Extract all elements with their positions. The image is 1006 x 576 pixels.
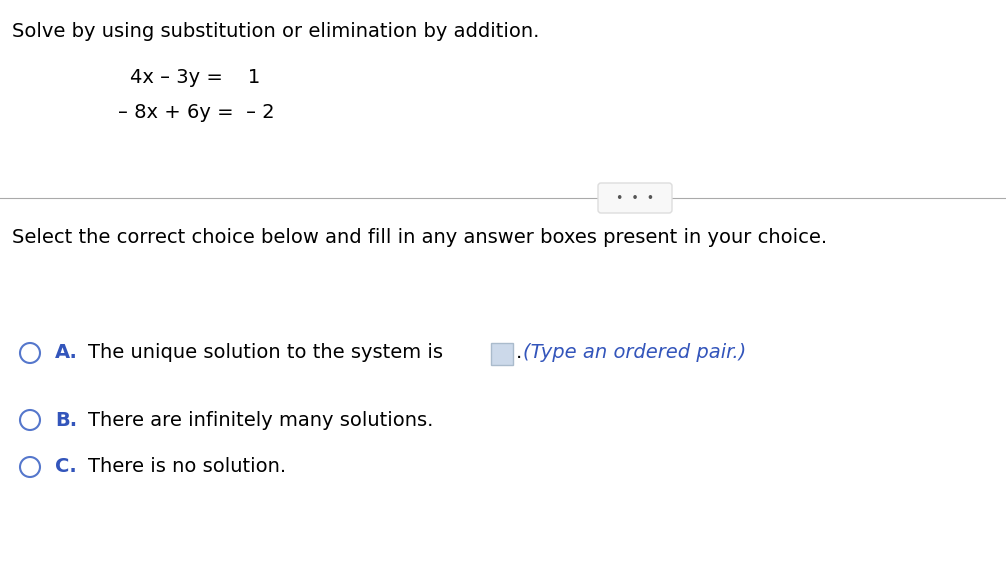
Circle shape (20, 343, 40, 363)
Circle shape (20, 457, 40, 477)
Text: There are infinitely many solutions.: There are infinitely many solutions. (88, 411, 434, 430)
Text: (Type an ordered pair.): (Type an ordered pair.) (523, 343, 746, 362)
Text: B.: B. (55, 411, 77, 430)
Text: •  •  •: • • • (616, 191, 654, 204)
Text: C.: C. (55, 457, 76, 476)
Text: .: . (516, 343, 522, 362)
FancyBboxPatch shape (491, 343, 513, 365)
Text: Solve by using substitution or elimination by addition.: Solve by using substitution or eliminati… (12, 22, 539, 41)
FancyBboxPatch shape (598, 183, 672, 213)
Text: – 8x + 6y =  – 2: – 8x + 6y = – 2 (118, 103, 275, 122)
Text: 4x – 3y =    1: 4x – 3y = 1 (130, 68, 261, 87)
Text: There is no solution.: There is no solution. (88, 457, 286, 476)
Text: Select the correct choice below and fill in any answer boxes present in your cho: Select the correct choice below and fill… (12, 228, 827, 247)
Circle shape (20, 410, 40, 430)
Text: The unique solution to the system is: The unique solution to the system is (88, 343, 443, 362)
Text: A.: A. (55, 343, 77, 362)
